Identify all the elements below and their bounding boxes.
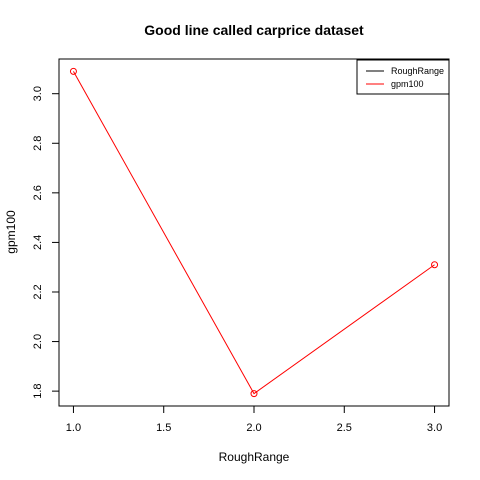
data-point — [250, 390, 258, 398]
series-layer — [69, 67, 439, 398]
y-tick-label: 2.0 — [32, 334, 44, 349]
y-tick-label: 1.8 — [32, 383, 44, 398]
legend: RoughRange gpm100 — [356, 59, 450, 95]
x-tick-label: 2.5 — [337, 422, 352, 434]
x-tick-label: 3.0 — [427, 422, 442, 434]
legend-label-gpm100: gpm100 — [391, 79, 424, 89]
y-axis-title: gpm100 — [4, 210, 18, 254]
chart-title: Good line called carprice dataset — [144, 22, 364, 38]
data-point — [431, 261, 439, 269]
y-tick-label: 2.4 — [32, 235, 44, 250]
x-tick-label: 1.5 — [156, 422, 171, 434]
y-tick-label: 2.8 — [32, 136, 44, 151]
x-tick-label: 1.0 — [66, 422, 81, 434]
y-ticks: 1.8 2.0 2.2 2.4 2.6 2.8 3.0 — [32, 86, 59, 399]
legend-label-roughrange: RoughRange — [391, 66, 444, 76]
plot-frame — [58, 58, 450, 407]
series-line-gpm100 — [73, 71, 435, 395]
x-axis-title: RoughRange — [219, 450, 290, 464]
x-tick-label: 2.0 — [246, 422, 261, 434]
legend-box — [356, 59, 450, 95]
data-point — [69, 67, 77, 75]
y-tick-label: 2.2 — [32, 284, 44, 299]
x-ticks: 1.0 1.5 2.0 2.5 3.0 — [66, 406, 442, 434]
y-tick-label: 3.0 — [32, 86, 44, 101]
y-tick-label: 2.6 — [32, 185, 44, 200]
